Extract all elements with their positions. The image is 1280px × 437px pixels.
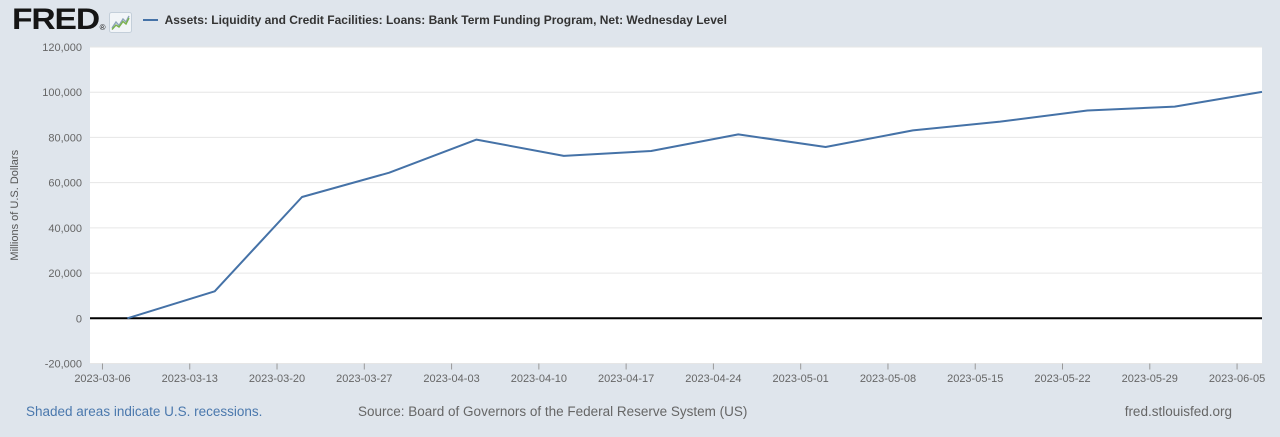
x-tick-label: 2023-05-15 [947, 373, 1003, 385]
y-tick-label: -20,000 [45, 359, 82, 371]
x-tick-label: 2023-05-29 [1122, 373, 1178, 385]
y-tick-label: 100,000 [42, 87, 82, 99]
line-chart[interactable]: -20,000 0 20,000 40,000 60,000 80,000 100,000 1… [0, 40, 1280, 390]
x-tick-label: 2023-05-08 [860, 373, 916, 385]
fred-site-link[interactable]: fred.stlouisfed.org [1124, 404, 1232, 419]
x-tick-label: 2023-03-13 [162, 373, 218, 385]
source-text: Source: Board of Governors of the Federa… [358, 404, 748, 419]
legend-line-swatch [142, 18, 158, 22]
sparkline-icon [108, 11, 132, 33]
x-tick-label: 2023-04-03 [423, 373, 479, 385]
x-tick-label: 2023-03-20 [249, 373, 305, 385]
x-tick-label: 2023-04-24 [685, 373, 741, 385]
y-axis-title: Millions of U.S. Dollars [9, 149, 21, 260]
series-line [127, 90, 1263, 320]
y-tick-label: 120,000 [42, 42, 82, 54]
y-tick-label: 80,000 [48, 132, 82, 144]
registered-trademark-icon: ® [99, 23, 106, 32]
legend: Assets: Liquidity and Credit Facilities:… [142, 12, 727, 27]
y-tick-label: 0 [76, 313, 82, 325]
series-title-link[interactable]: Assets: Liquidity and Credit Facilities:… [164, 12, 727, 27]
plot-background [90, 47, 1262, 364]
x-tick-label: 2023-03-27 [336, 373, 392, 385]
y-tick-label: 40,000 [48, 223, 82, 235]
x-tick-label: 2023-05-01 [773, 373, 829, 385]
header: FRED ® Assets: Liquidity and Credit Faci… [0, 0, 1280, 40]
x-tick-label: 2023-04-10 [511, 373, 567, 385]
x-tick-label: 2023-04-17 [598, 373, 654, 385]
chart-area[interactable]: -20,000 0 20,000 40,000 60,000 80,000 100,000 1… [0, 40, 1280, 390]
y-tick-label: 20,000 [48, 268, 82, 280]
y-tick-label: 60,000 [48, 178, 82, 190]
x-tick-label: 2023-03-06 [74, 373, 130, 385]
recessions-note-link[interactable]: Shaded areas indicate U.S. recessions. [26, 404, 263, 419]
footer: Shaded areas indicate U.S. recessions. S… [0, 390, 1280, 437]
fred-logo-text: FRED [12, 3, 100, 36]
fred-logo[interactable]: FRED ® [12, 5, 132, 35]
x-tick-label: 2023-05-22 [1034, 373, 1090, 385]
x-tick-label: 2023-06-05 [1209, 373, 1265, 385]
